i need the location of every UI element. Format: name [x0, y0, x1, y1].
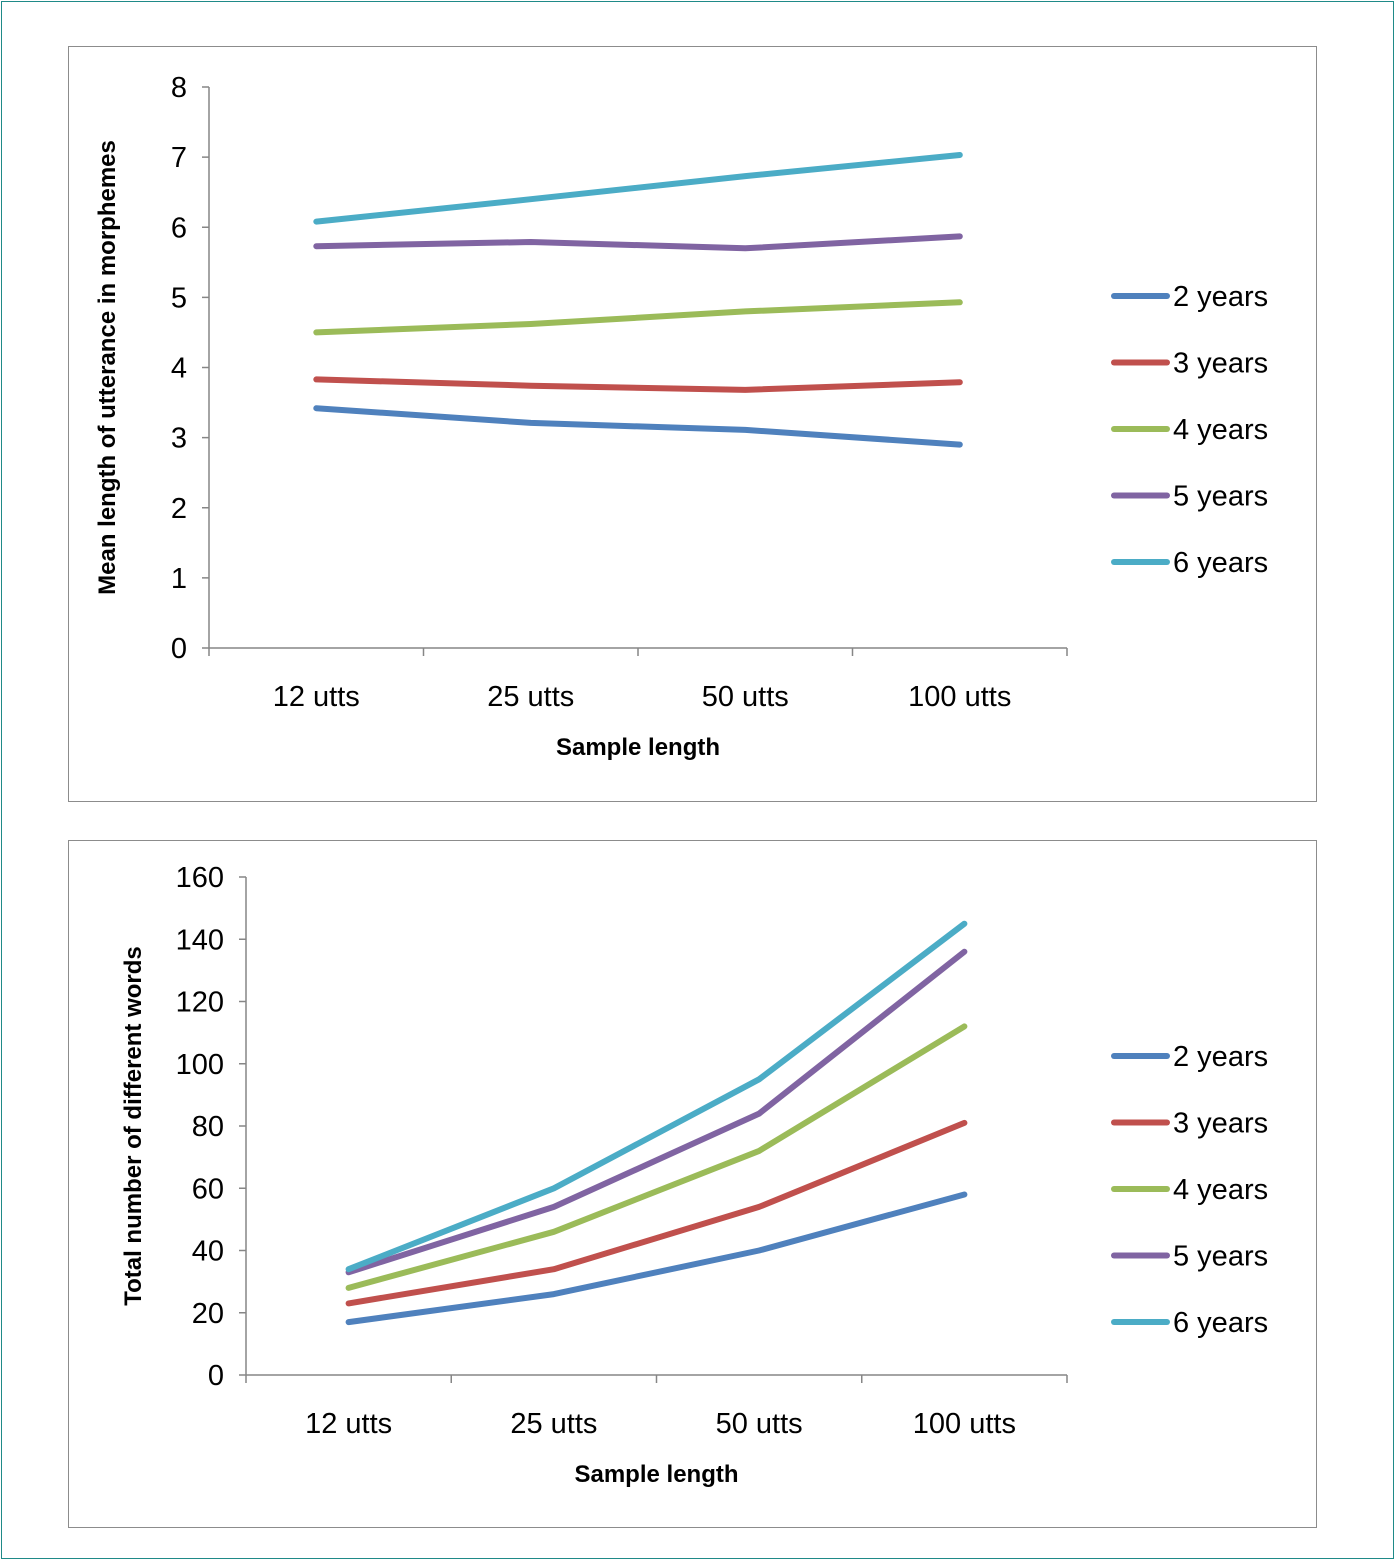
mlu-y-tick-label: 0 [171, 633, 187, 665]
mlu-x-tick-label: 12 utts [273, 681, 360, 713]
ndw-series-line-6-years [345, 920, 968, 1273]
mlu-series-line-3-years [313, 376, 963, 393]
ndw-y-tick-label: 100 [176, 1049, 224, 1081]
mlu-x-axis-title: Sample length [556, 734, 720, 761]
mlu-y-tick-label: 5 [171, 282, 187, 314]
ndw-y-tick-label: 40 [192, 1236, 224, 1268]
ndw-y-tick-label: 120 [176, 987, 224, 1019]
mlu-legend-label: 3 years [1173, 348, 1268, 380]
ndw-x-tick-label: 25 utts [510, 1408, 597, 1440]
mlu-legend-label: 6 years [1173, 547, 1268, 579]
mlu-series-line-4-years [313, 299, 963, 336]
ndw-legend-label: 5 years [1173, 1241, 1268, 1273]
mlu-series-line-5-years [313, 233, 963, 252]
ndw-y-tick-label: 0 [208, 1360, 224, 1392]
ndw-series-line-5-years [345, 948, 968, 1276]
ndw-x-tick-label: 100 utts [913, 1408, 1016, 1440]
ndw-y-tick-label: 160 [176, 862, 224, 894]
ndw-y-axis-title: Total number of different words [120, 946, 147, 1306]
ndw-legend-label: 3 years [1173, 1108, 1268, 1140]
mlu-series-line-6-years [313, 152, 963, 225]
ndw-series-line-3-years [345, 1119, 968, 1307]
ndw-x-tick-label: 50 utts [716, 1408, 803, 1440]
mlu-y-tick-label: 2 [171, 493, 187, 525]
ndw-y-tick-label: 20 [192, 1298, 224, 1330]
ndw-y-tick-label: 80 [192, 1111, 224, 1143]
ndw-x-axis-title: Sample length [574, 1461, 738, 1488]
ndw-x-tick-label: 12 utts [305, 1408, 392, 1440]
mlu-y-tick-label: 6 [171, 212, 187, 244]
ndw-y-tick-label: 60 [192, 1173, 224, 1205]
ndw-series-line-2-years [345, 1191, 968, 1326]
ndw-legend-label: 6 years [1173, 1307, 1268, 1339]
ndw-chart-svg: 0 20 40 60 80 100 120 140 160 12 utts 25 utts 50 ut… [120, 862, 1268, 1488]
mlu-legend-label: 2 years [1173, 281, 1268, 313]
mlu-chart-svg: 0 1 2 3 4 5 6 7 8 12 utts 25 utts 50 utts 100 utts Sa… [94, 72, 1268, 761]
mlu-x-tick-label: 25 utts [487, 681, 574, 713]
ndw-legend-label: 4 years [1173, 1174, 1268, 1206]
ndw-line-chart: 0 20 40 60 80 100 120 140 160 12 utts 25 utts 50 ut… [68, 840, 1317, 1528]
ndw-y-tick-label: 140 [176, 924, 224, 956]
ndw-legend-label: 2 years [1173, 1041, 1268, 1073]
mlu-line-chart: 0 1 2 3 4 5 6 7 8 12 utts 25 utts 50 utts 100 utts Sa… [68, 46, 1317, 802]
mlu-y-tick-label: 4 [171, 353, 187, 385]
mlu-y-tick-label: 7 [171, 142, 187, 174]
mlu-legend-label: 5 years [1173, 481, 1268, 513]
ndw-series-line-4-years [345, 1023, 968, 1291]
mlu-y-tick-label: 8 [171, 72, 187, 104]
mlu-y-tick-label: 1 [171, 563, 187, 595]
mlu-y-axis-title: Mean length of utterance in morphemes [94, 140, 121, 595]
mlu-legend-label: 4 years [1173, 414, 1268, 446]
mlu-series-line-2-years [313, 405, 963, 448]
mlu-y-tick-label: 3 [171, 423, 187, 455]
mlu-x-tick-label: 100 utts [908, 681, 1011, 713]
mlu-x-tick-label: 50 utts [702, 681, 789, 713]
